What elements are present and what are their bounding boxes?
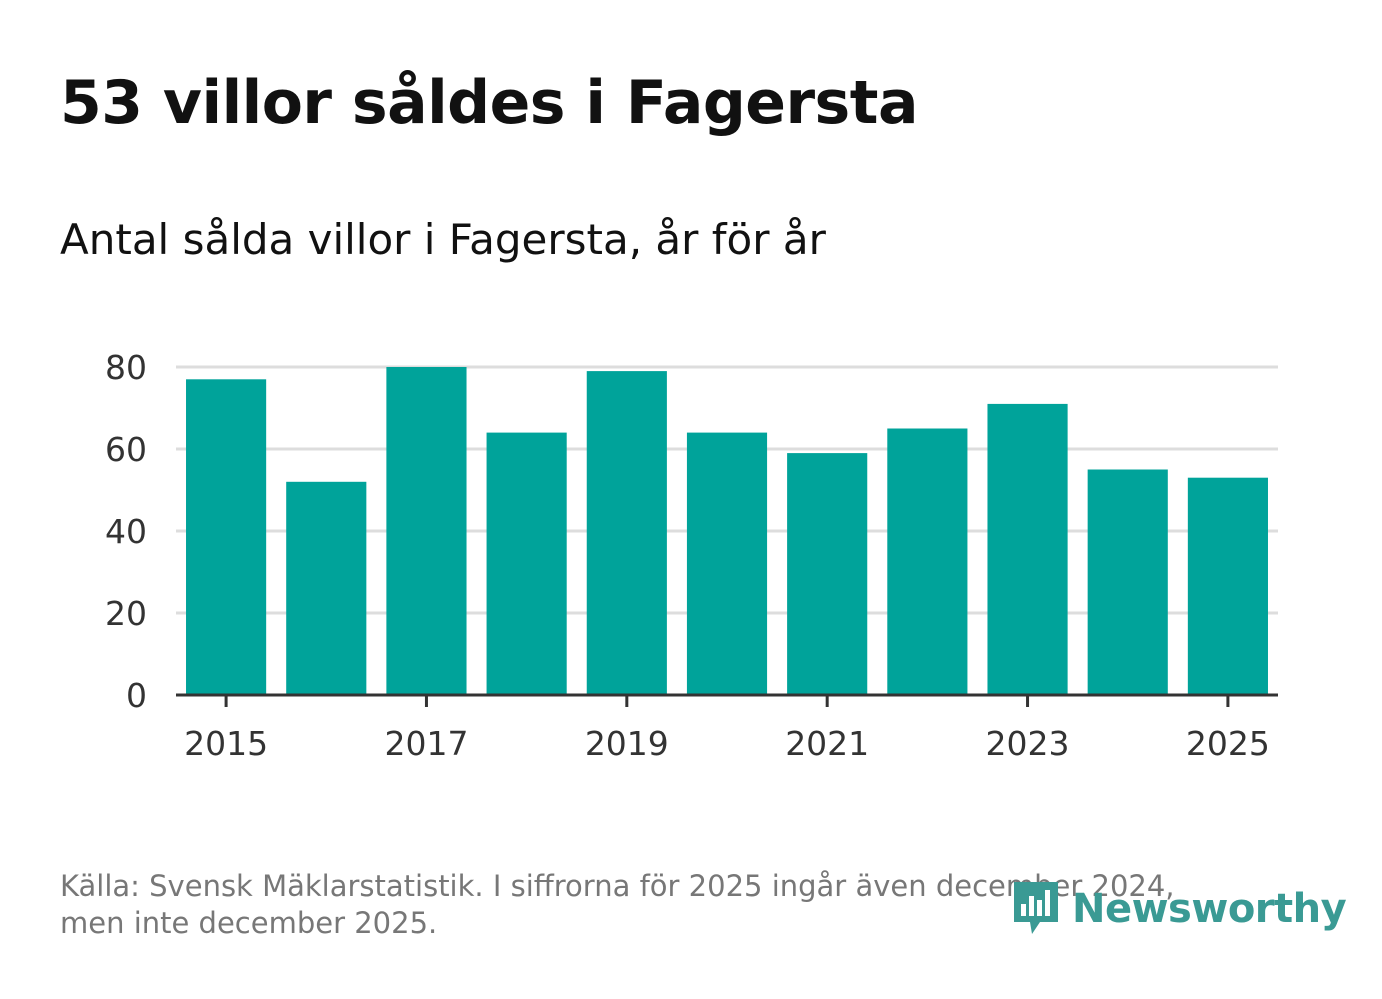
bar-2017 [386,367,467,695]
x-tick-label-2017: 2017 [384,724,468,763]
source-line-1: Källa: Svensk Mäklarstatistik. I siffror… [60,869,1175,903]
y-tick-label-20: 20 [105,594,147,633]
bar-2021 [787,453,868,695]
x-tick-label-2023: 2023 [986,724,1070,763]
x-tick-label-2019: 2019 [585,724,669,763]
bar-2023 [987,403,1068,695]
source-note: Källa: Svensk Mäklarstatistik. I siffror… [60,868,1260,942]
bar-chart-speech-bubble-icon [1014,882,1058,934]
bar-2015 [186,379,267,695]
bar-2020 [686,432,768,695]
y-tick-label-60: 60 [105,430,147,469]
bar-2018 [486,432,567,695]
bar-2016 [286,481,367,695]
chart-subtitle: Antal sålda villor i Fagersta, år för år [60,215,826,264]
newsworthy-logo: Newsworthy [1010,878,1347,940]
bars [186,367,1268,695]
bar-2019 [586,371,667,695]
bar-2022 [887,428,968,695]
bar-2025 [1187,477,1268,695]
chart-headline: 53 villor såldes i Fagersta [60,68,918,138]
source-line-2: men inte december 2025. [60,906,438,940]
bar-chart: 0 20 40 60 80 2015 2017 2019 2021 2023 2025 [105,348,1278,763]
y-tick-label-0: 0 [126,676,147,715]
y-tick-label-80: 80 [105,348,147,387]
x-tick-label-2021: 2021 [785,724,869,763]
x-tick-label-2025: 2025 [1186,724,1270,763]
axes: 0 20 40 60 80 2015 2017 2019 2021 2023 2025 [105,348,1278,763]
y-tick-label-40: 40 [105,512,147,551]
x-tick-label-2015: 2015 [184,724,268,763]
bar-2024 [1087,469,1168,695]
brand-name: Newsworthy [1072,886,1347,932]
